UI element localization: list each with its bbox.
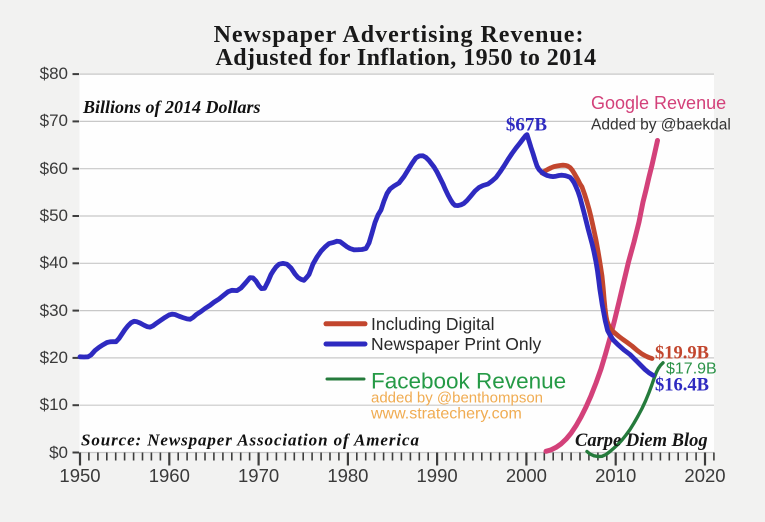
svg-text:$10: $10	[40, 395, 68, 414]
svg-text:1980: 1980	[327, 465, 368, 486]
svg-text:Carpe Diem Blog: Carpe Diem Blog	[575, 431, 708, 451]
svg-text:added by @benthompson: added by @benthompson	[371, 390, 543, 407]
svg-text:1950: 1950	[59, 465, 100, 486]
svg-text:Newspaper Print Only: Newspaper Print Only	[371, 334, 541, 354]
svg-text:Billions of 2014 Dollars: Billions of 2014 Dollars	[82, 97, 261, 117]
svg-text:2000: 2000	[506, 465, 547, 486]
svg-text:$0: $0	[49, 443, 68, 462]
svg-text:$20: $20	[40, 348, 68, 367]
svg-text:Including Digital: Including Digital	[371, 314, 495, 334]
svg-text:Google Revenue: Google Revenue	[591, 93, 726, 113]
svg-text:$70: $70	[40, 111, 68, 130]
svg-text:Adjusted for Inflation, 1950 t: Adjusted for Inflation, 1950 to 2014	[215, 45, 596, 71]
svg-text:$80: $80	[40, 64, 68, 83]
svg-text:2010: 2010	[595, 465, 636, 486]
svg-text:$50: $50	[40, 206, 68, 225]
svg-text:1970: 1970	[238, 465, 279, 486]
svg-text:$30: $30	[40, 301, 68, 320]
svg-text:$19.9B: $19.9B	[655, 344, 709, 364]
svg-text:Newspaper Advertising Revenue:: Newspaper Advertising Revenue:	[214, 22, 585, 48]
svg-text:Source: Newspaper Association: Source: Newspaper Association of America	[81, 431, 420, 450]
svg-text:1960: 1960	[149, 465, 190, 486]
svg-text:$60: $60	[40, 159, 68, 178]
svg-text:Facebook Revenue: Facebook Revenue	[371, 369, 566, 394]
svg-text:Added by @baekdal: Added by @baekdal	[591, 117, 731, 134]
svg-text:1990: 1990	[417, 465, 458, 486]
svg-text:$67B: $67B	[506, 115, 548, 136]
svg-text:www.stratechery.com: www.stratechery.com	[370, 406, 522, 423]
svg-text:2020: 2020	[684, 465, 725, 486]
svg-text:$17.9B: $17.9B	[666, 361, 717, 378]
svg-text:$40: $40	[40, 253, 68, 272]
svg-text:$16.4B: $16.4B	[655, 376, 709, 396]
